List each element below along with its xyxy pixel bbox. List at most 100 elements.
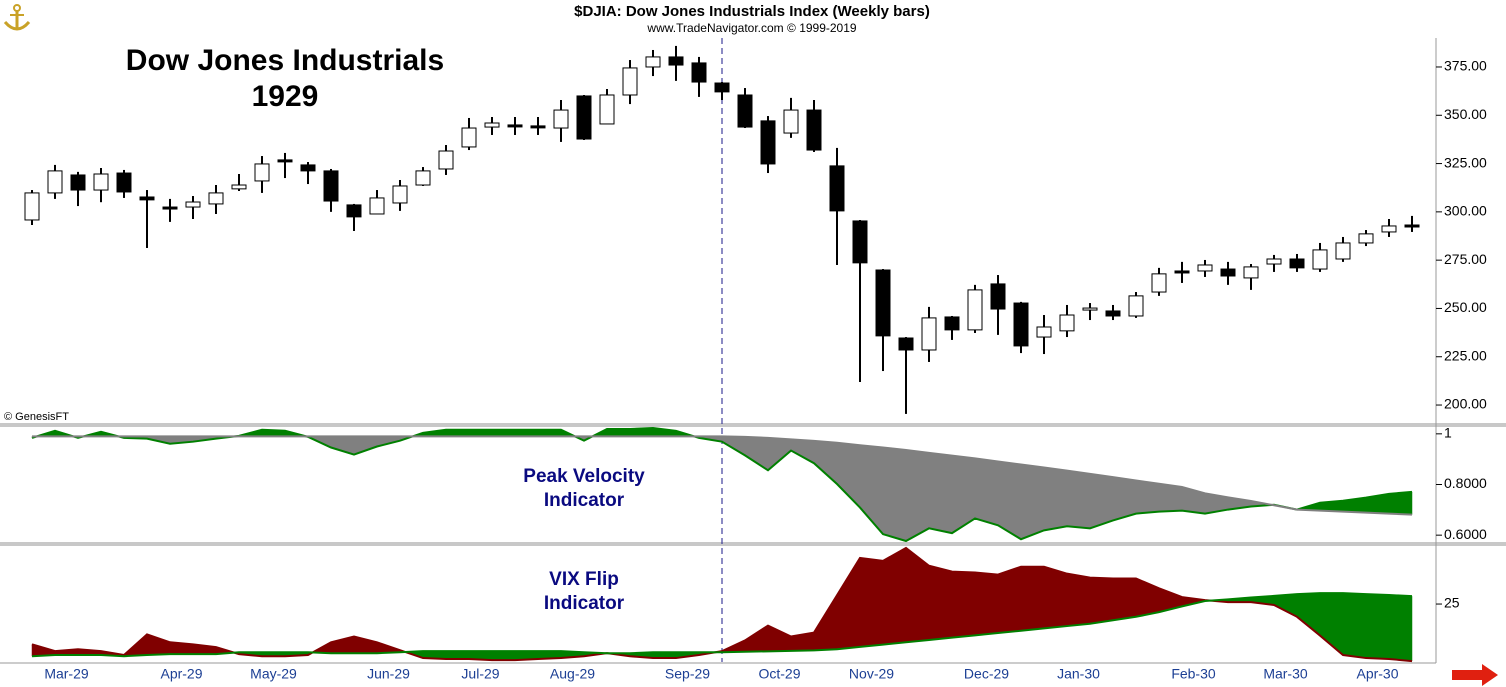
- y-tick-label: 325.00: [1444, 154, 1487, 170]
- candle-body: [599, 94, 615, 125]
- y-tick-label: 200.00: [1444, 396, 1487, 412]
- candle-body: [1036, 326, 1052, 338]
- candle-body: [438, 150, 454, 170]
- x-tick-label: Jan-30: [1057, 666, 1100, 682]
- candle-body: [323, 170, 339, 202]
- x-tick-label: Dec-29: [964, 666, 1009, 682]
- area-fill: [1066, 573, 1091, 627]
- area-fill: [1043, 566, 1068, 629]
- candle-body: [944, 316, 960, 331]
- y-tick-label: 250.00: [1444, 299, 1487, 315]
- area-fill: [1043, 467, 1068, 531]
- candle-body: [668, 56, 684, 66]
- panel-label: VIX Flip: [549, 569, 619, 590]
- chart-subtitle: www.TradeNavigator.com © 1999-2019: [646, 21, 856, 35]
- credit: © GenesisFT: [4, 411, 69, 423]
- candle-body: [1013, 302, 1029, 347]
- area-fill: [882, 447, 907, 542]
- indicator-line: [31, 592, 1413, 658]
- area-fill: [1342, 592, 1367, 659]
- candle-body: [162, 206, 178, 210]
- area-fill: [882, 547, 907, 645]
- candle-body: [1404, 224, 1420, 228]
- area-fill: [905, 449, 930, 542]
- candle-body: [967, 289, 983, 331]
- candle-body: [1335, 242, 1351, 260]
- candle-body: [139, 196, 155, 201]
- candle-body: [24, 192, 40, 221]
- candle-body: [737, 94, 753, 128]
- candle-body: [208, 192, 224, 205]
- area-fill: [1388, 594, 1413, 662]
- x-tick-label: Apr-30: [1356, 666, 1398, 682]
- chart-title: $DJIA: Dow Jones Industrials Index (Week…: [574, 3, 930, 20]
- x-tick-label: Apr-29: [160, 666, 202, 682]
- y-tick-label: 1: [1444, 425, 1452, 441]
- area-fill: [1135, 480, 1160, 514]
- area-fill: [1365, 593, 1390, 660]
- candle-body: [1128, 295, 1144, 317]
- y-tick-label: 350.00: [1444, 106, 1487, 122]
- candle-body: [898, 337, 914, 351]
- x-tick-label: Nov-29: [849, 666, 894, 682]
- candle-body: [1358, 233, 1374, 244]
- x-tick-label: Feb-30: [1171, 666, 1216, 682]
- candle-body: [392, 185, 408, 204]
- candle-body: [806, 109, 822, 151]
- area-fill: [606, 428, 631, 437]
- area-fill: [1112, 578, 1137, 621]
- y-tick-label: 0.6000: [1444, 526, 1487, 542]
- candle-body: [1312, 249, 1328, 270]
- candle-body: [1174, 270, 1190, 274]
- candle-body: [1151, 273, 1167, 293]
- candle-body: [714, 82, 730, 93]
- x-tick-label: Jul-29: [461, 666, 499, 682]
- candle-body: [760, 120, 776, 165]
- area-fill: [491, 650, 516, 661]
- candle-body: [461, 127, 477, 148]
- y-tick-label: 375.00: [1444, 58, 1487, 74]
- panel-label: Peak Velocity: [523, 466, 645, 487]
- candle-body: [829, 165, 845, 212]
- panel-label: Indicator: [544, 490, 625, 511]
- candle-body: [277, 159, 293, 163]
- candle-body: [47, 170, 63, 194]
- candle-body: [990, 283, 1006, 310]
- candle-body: [415, 170, 431, 186]
- candle-body: [530, 125, 546, 129]
- candle-body: [185, 201, 201, 208]
- candle-body: [1082, 307, 1098, 311]
- x-tick-label: May-29: [250, 666, 297, 682]
- candle-body: [1059, 314, 1075, 332]
- candle-body: [346, 204, 362, 218]
- candle-body: [875, 269, 891, 337]
- candle-body: [116, 172, 132, 193]
- area-fill: [1020, 464, 1045, 540]
- x-tick-label: Sep-29: [665, 666, 710, 682]
- candle-body: [369, 197, 385, 215]
- candle-body: [93, 173, 109, 191]
- area-fill: [1388, 491, 1413, 515]
- candle-body: [645, 56, 661, 68]
- candle-body: [1266, 258, 1282, 265]
- y-tick-label: 300.00: [1444, 203, 1487, 219]
- candle-body: [1243, 266, 1259, 279]
- area-fill: [1020, 566, 1045, 631]
- x-tick-label: Jun-29: [367, 666, 410, 682]
- panel-separator: [0, 423, 1506, 427]
- candle-body: [783, 109, 799, 134]
- y-tick-label: 0.8000: [1444, 475, 1487, 491]
- area-fill: [1089, 577, 1114, 625]
- area-fill: [974, 572, 999, 636]
- panel-label: Indicator: [544, 593, 625, 614]
- candle-body: [622, 67, 638, 96]
- scroll-arrow[interactable]: [1452, 664, 1498, 686]
- area-fill: [859, 557, 884, 648]
- candle-body: [1220, 268, 1236, 277]
- area-fill: [951, 571, 976, 638]
- candle-body: [254, 163, 270, 182]
- candle-body: [300, 164, 316, 172]
- x-tick-label: Mar-29: [44, 666, 89, 682]
